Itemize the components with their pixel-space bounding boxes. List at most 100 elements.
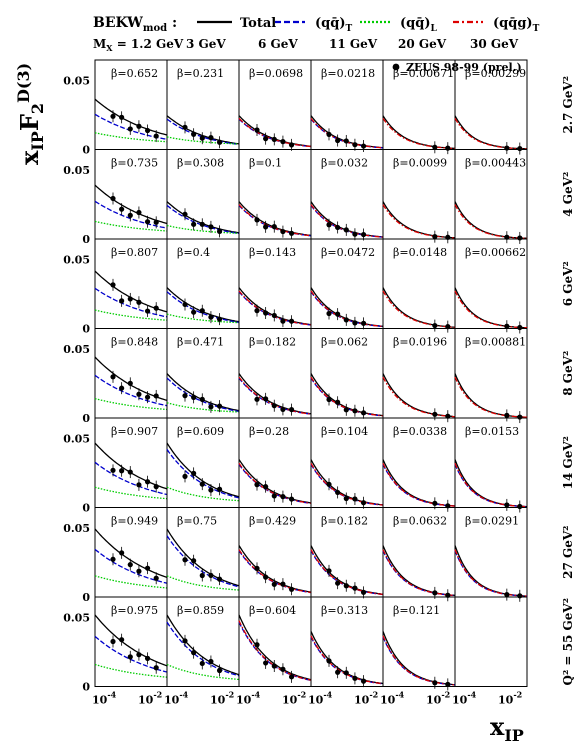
beta-label: β=0.75 (177, 515, 217, 528)
data-point (208, 224, 214, 230)
panel-r6-c0: β=0.975 (94, 596, 168, 687)
y-tick-label-0.05-3: 0.05 (63, 343, 90, 356)
data-point (153, 484, 159, 490)
data-point (127, 126, 133, 132)
data-point (191, 309, 197, 315)
data-point (144, 127, 151, 134)
curve-qqgT (382, 549, 456, 597)
panel-r2-c0: β=0.807 (94, 238, 168, 329)
data-point (271, 493, 277, 499)
curve-qqL (166, 224, 240, 234)
beta-label: β=0.062 (321, 336, 368, 349)
data-point (360, 678, 367, 684)
y-axis-label: xIPF2D(3) (14, 63, 47, 165)
data-point (263, 574, 269, 580)
zeus-legend: ZEUS 98-99 (prel.) (392, 61, 522, 74)
data-point (119, 468, 125, 474)
legend-label-2: (qq̄)L (400, 16, 437, 34)
data-point (127, 296, 133, 302)
beta-label: β=0.308 (177, 157, 224, 170)
y-tick-label-0-0: 0 (82, 144, 90, 157)
data-point (352, 142, 358, 148)
data-point (271, 663, 277, 669)
panel-r1-c1: β=0.308 (166, 149, 240, 240)
data-point (199, 308, 205, 314)
beta-label: β=0.0291 (465, 515, 519, 528)
panel-r1-c4: β=0.0099 (382, 149, 456, 244)
panel-r6-c4: β=0.121 (382, 596, 456, 691)
panel-r4-c3: β=0.104 (310, 417, 384, 509)
panel-r1-c5: β=0.00443 (454, 149, 528, 244)
beta-label: β=0.00881 (465, 336, 526, 349)
data-point (288, 142, 295, 148)
q2-label-6: Q² = 55 GeV² (561, 598, 575, 685)
curve-qqgT (382, 635, 456, 686)
data-point (136, 568, 142, 574)
data-point (263, 310, 269, 316)
beta-label: β=0.0148 (393, 246, 447, 259)
data-point (326, 131, 332, 138)
data-point (445, 324, 451, 330)
data-point (199, 660, 205, 667)
x-tick-label-a-4: 10-4 (380, 690, 405, 707)
data-point (271, 312, 277, 319)
x-tick-label-a-3: 10-4 (308, 690, 333, 707)
curve-total (310, 631, 384, 685)
y-tick-label-0.05-0: 0.05 (63, 75, 90, 88)
y-tick-label-0.05-1: 0.05 (63, 164, 90, 177)
data-point (216, 486, 223, 492)
data-point (144, 219, 151, 225)
data-point (191, 470, 197, 476)
panel-r3-c4: β=0.0196 (382, 328, 456, 423)
data-point (153, 393, 159, 399)
data-point (360, 143, 367, 149)
data-point (326, 481, 332, 487)
data-point (335, 137, 341, 144)
x-tick-label-b-4: 10-2 (426, 690, 450, 707)
beta-label: β=0.609 (177, 425, 224, 438)
panel-r2-c1: β=0.4 (166, 238, 240, 329)
panel-r6-c5 (454, 596, 528, 687)
curve-qqT (238, 463, 312, 505)
data-point (119, 206, 125, 212)
beta-label: β=0.231 (177, 67, 224, 80)
panel-r2-c5: β=0.00662 (454, 238, 528, 334)
panel-frame (454, 596, 528, 687)
data-point (254, 642, 260, 648)
data-point (288, 586, 295, 592)
q2-label-2: 6 GeV² (561, 261, 575, 306)
y-tick-label-0-4: 0 (82, 502, 90, 515)
curve-qqgT (382, 463, 456, 507)
panel-r5-c5: β=0.0291 (454, 507, 528, 602)
data-point (326, 658, 332, 664)
data-point (280, 581, 286, 587)
data-point (144, 479, 151, 485)
data-point (208, 658, 214, 665)
data-point (504, 412, 510, 418)
beta-label: β=0.949 (111, 515, 158, 528)
q2-label-5: 27 GeV² (561, 526, 575, 579)
data-point (360, 410, 367, 416)
beta-label: β=0.429 (249, 515, 296, 528)
beta-label: β=0.975 (111, 604, 158, 617)
data-point (343, 317, 349, 323)
curve-qqT (94, 635, 168, 673)
data-point (326, 310, 332, 317)
beta-label: β=0.032 (321, 157, 368, 170)
panel-r5-c3: β=0.182 (310, 507, 384, 599)
data-point (432, 411, 438, 417)
data-point (110, 638, 116, 645)
curve-qqgT (238, 620, 312, 681)
q2-label-0: 2.7 GeV² (561, 76, 575, 134)
data-point (182, 124, 188, 130)
data-point (136, 652, 142, 658)
panel-r1-c0: β=0.735 (94, 149, 168, 240)
curve-qqL (94, 486, 168, 500)
data-point (288, 230, 295, 236)
panel-r2-c4: β=0.0148 (382, 238, 456, 333)
panel-r5-c1: β=0.75 (166, 507, 240, 598)
curve-qqL (166, 136, 240, 145)
beta-label: β=0.735 (111, 157, 158, 170)
curve-qqgT (310, 549, 384, 596)
panel-r4-c4: β=0.0338 (382, 417, 456, 512)
